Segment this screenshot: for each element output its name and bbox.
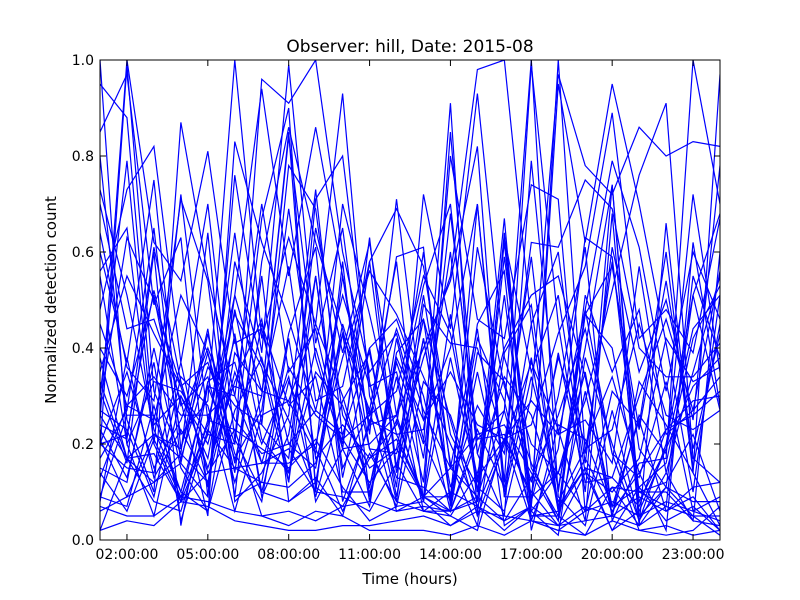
series-line-11 xyxy=(100,160,720,512)
series-line-35 xyxy=(100,203,720,508)
x-tick-label-5: 17:00:00 xyxy=(500,547,563,563)
series-line-33 xyxy=(100,60,720,497)
series-line-21 xyxy=(100,64,720,499)
series-line-19 xyxy=(100,131,720,526)
x-tick-label-1: 05:00:00 xyxy=(176,547,239,563)
series-layer xyxy=(100,60,720,537)
series-line-3 xyxy=(100,122,720,533)
series-line-37 xyxy=(100,93,720,517)
x-axis-ticks: 02:00:00 05:00:00 08:00:00 11:00:00 14:00:00… xyxy=(96,60,725,563)
x-tick-label-3: 11:00:00 xyxy=(338,547,401,563)
y-tick-label-5: 1.0 xyxy=(72,53,94,69)
y-tick-label-2: 0.4 xyxy=(72,341,94,357)
series-line-40 xyxy=(100,64,720,523)
series-line-25 xyxy=(100,131,720,522)
series-line-39 xyxy=(100,74,720,517)
series-line-38 xyxy=(100,203,720,526)
x-tick-label-7: 23:00:00 xyxy=(662,547,725,563)
series-line-34 xyxy=(100,83,720,532)
x-tick-label-2: 08:00:00 xyxy=(257,547,320,563)
series-line-26 xyxy=(100,218,720,523)
plot-frame xyxy=(99,59,721,541)
series-line-31 xyxy=(100,362,720,532)
series-line-29 xyxy=(100,74,720,513)
y-tick-label-4: 0.8 xyxy=(72,149,94,165)
x-tick-label-0: 02:00:00 xyxy=(96,547,159,563)
x-tick-label-4: 14:00:00 xyxy=(419,547,482,563)
x-tick-label-6: 20:00:00 xyxy=(581,547,644,563)
y-axis-ticks: 0.0 0.2 0.4 0.6 0.8 1.0 xyxy=(72,53,720,549)
y-tick-label-1: 0.2 xyxy=(72,437,94,453)
y-tick-label-0: 0.0 xyxy=(72,533,94,549)
y-axis-label: Normalized detection count xyxy=(42,196,60,404)
series-line-27 xyxy=(100,496,720,527)
series-line-9 xyxy=(100,500,720,532)
x-axis-label: Time (hours) xyxy=(361,570,457,588)
y-tick-label-3: 0.6 xyxy=(72,245,94,261)
chart-title: Observer: hill, Date: 2015-08 xyxy=(286,37,533,57)
